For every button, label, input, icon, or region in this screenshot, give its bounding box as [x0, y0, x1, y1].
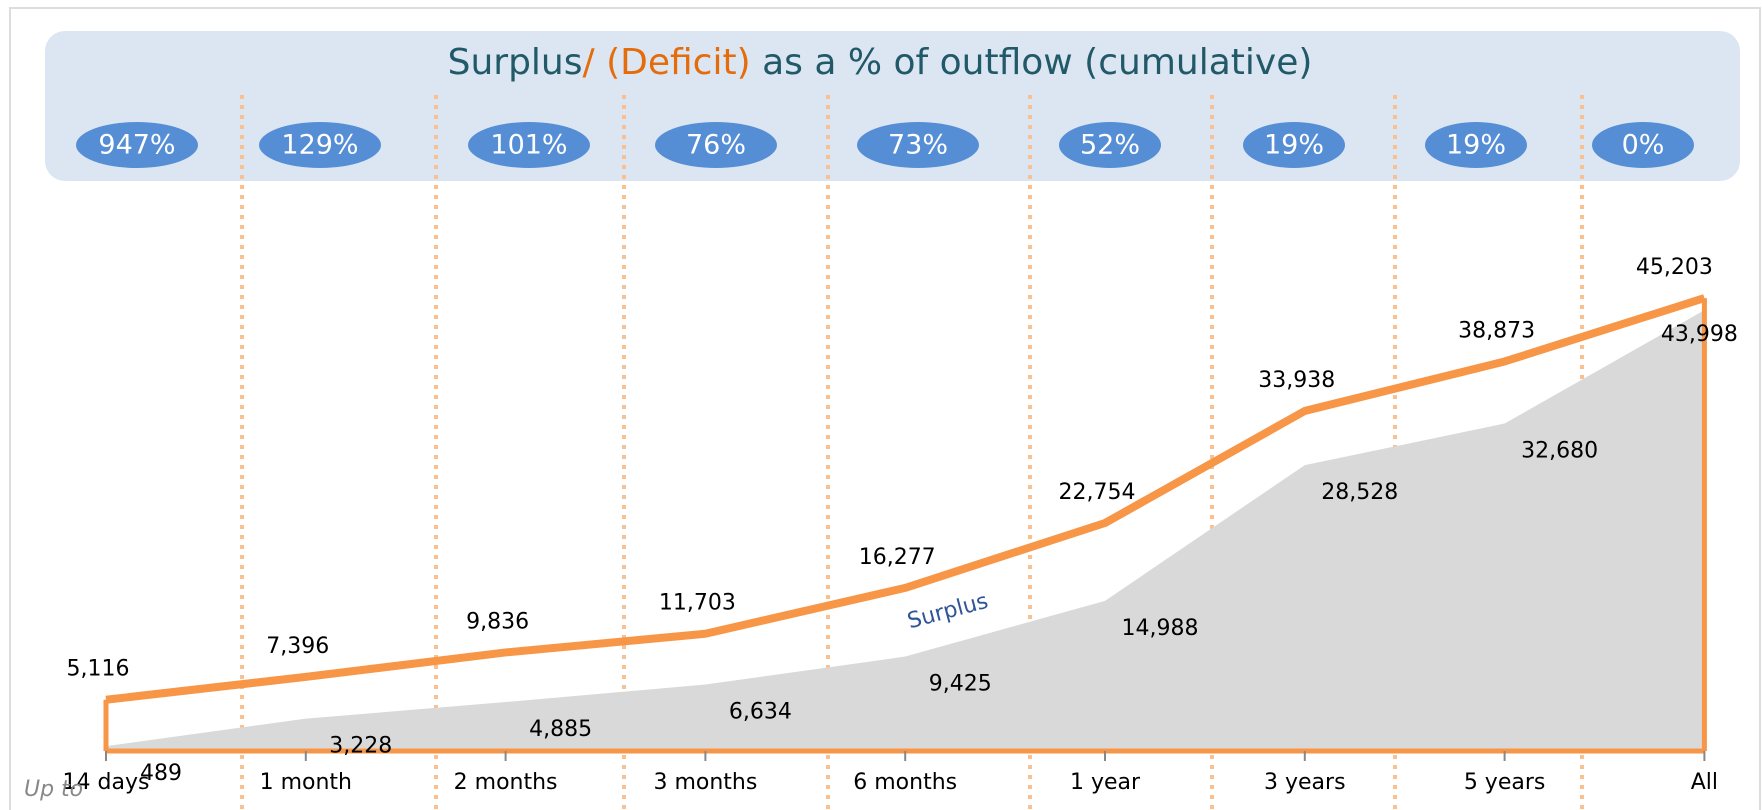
ratio-badge: [857, 122, 979, 168]
ratio-badge: [1425, 122, 1527, 168]
x-tick-label: 1 month: [260, 770, 352, 795]
outflow-label: 43,998: [1661, 322, 1738, 347]
x-tick-label: 2 months: [454, 770, 558, 795]
ratio-badge: [259, 122, 381, 168]
ratio-label: 76%: [686, 130, 746, 161]
outflow-label: 4,885: [529, 717, 592, 742]
frame: [9, 7, 1761, 810]
ratio-label: 52%: [1080, 130, 1140, 161]
ratio-label: 0%: [1622, 130, 1665, 161]
outflow-label: 32,680: [1521, 439, 1598, 464]
inflow-label: 5,116: [67, 657, 130, 682]
inflow-label: 16,277: [859, 545, 936, 570]
ratio-label: 19%: [1446, 130, 1506, 161]
x-tick-label: 3 years: [1264, 770, 1346, 795]
inflow-line: [105, 294, 1706, 704]
inflow-label: 7,396: [266, 634, 329, 659]
ratio-label: 129%: [281, 130, 358, 161]
outflow-label: 14,988: [1122, 616, 1199, 641]
x-tick-label: 14 days: [63, 770, 150, 795]
outflow-label: 489: [140, 761, 182, 786]
x-tick-label: 1 year: [1070, 770, 1141, 795]
inflow-label: 33,938: [1258, 368, 1335, 393]
outflow-label: 3,228: [329, 734, 392, 759]
chart-title: Surplus/ (Deficit) as a % of outflow (cu…: [448, 42, 1313, 83]
x-tick-label: All: [1691, 770, 1718, 795]
inflow-label: 11,703: [659, 591, 736, 616]
annotation: Surplus: [905, 589, 991, 634]
x-prefix: Up to: [24, 777, 83, 802]
inflow-label: 9,836: [466, 609, 529, 634]
outflow-label: 28,528: [1321, 480, 1398, 505]
x-tick-label: 3 months: [653, 770, 757, 795]
inflow-label: 38,873: [1458, 318, 1535, 343]
ratio-badge: [1059, 122, 1161, 168]
ratio-badge: [76, 122, 198, 168]
ratio-badge: [468, 122, 590, 168]
inflow-label: 45,203: [1636, 255, 1713, 280]
x-tick-label: 5 years: [1464, 770, 1546, 795]
ratio-badge: [1592, 122, 1694, 168]
x-tick-label: 6 months: [853, 770, 957, 795]
ratio-label: 73%: [888, 130, 948, 161]
inflow-label: 22,754: [1059, 480, 1136, 505]
outflow-label: 6,634: [729, 700, 792, 725]
outflow-label: 9,425: [929, 672, 992, 697]
ratio-label: 947%: [98, 130, 175, 161]
outflow-area: [106, 310, 1705, 751]
ratio-label: 19%: [1264, 130, 1324, 161]
ratio-badge: [1243, 122, 1345, 168]
ratio-label: 101%: [490, 130, 567, 161]
ratio-badge: [655, 122, 777, 168]
